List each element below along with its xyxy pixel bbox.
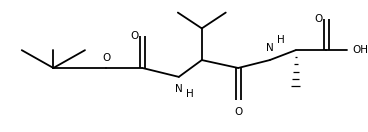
Text: O: O (234, 107, 242, 117)
Text: H: H (187, 89, 194, 99)
Text: OH: OH (353, 45, 368, 55)
Text: O: O (315, 13, 323, 23)
Text: N: N (175, 84, 183, 94)
Text: O: O (131, 31, 139, 41)
Text: O: O (102, 53, 110, 63)
Text: N: N (266, 43, 274, 53)
Text: H: H (277, 35, 285, 45)
